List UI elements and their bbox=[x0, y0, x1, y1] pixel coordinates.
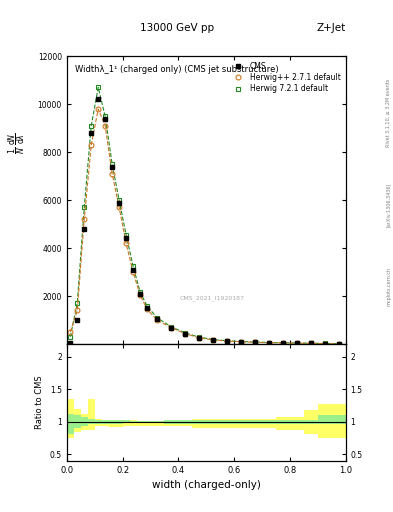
CMS bbox=[253, 339, 257, 345]
CMS bbox=[89, 130, 94, 136]
Text: Z+Jet: Z+Jet bbox=[317, 23, 346, 33]
Herwig 7.2.1 default bbox=[225, 338, 230, 344]
Herwig 7.2.1 default bbox=[211, 336, 216, 343]
Herwig 7.2.1 default bbox=[267, 339, 272, 346]
CMS bbox=[197, 335, 202, 341]
Herwig++ 2.7.1 default bbox=[239, 338, 244, 345]
Herwig 7.2.1 default bbox=[75, 300, 80, 306]
Herwig 7.2.1 default bbox=[295, 340, 299, 346]
Herwig 7.2.1 default bbox=[82, 204, 86, 210]
Herwig 7.2.1 default bbox=[183, 330, 188, 336]
CMS bbox=[96, 96, 101, 102]
Herwig++ 2.7.1 default bbox=[183, 331, 188, 337]
Herwig 7.2.1 default bbox=[124, 232, 129, 238]
Herwig 7.2.1 default bbox=[138, 289, 142, 295]
Herwig++ 2.7.1 default bbox=[197, 335, 202, 341]
Herwig++ 2.7.1 default bbox=[169, 325, 174, 331]
Herwig++ 2.7.1 default bbox=[295, 340, 299, 346]
CMS bbox=[281, 340, 285, 346]
Line: Herwig++ 2.7.1 default: Herwig++ 2.7.1 default bbox=[68, 106, 341, 346]
Text: $\frac{1}{N}\,\frac{\mathrm{d}N}{\mathrm{d}\lambda}$: $\frac{1}{N}\,\frac{\mathrm{d}N}{\mathrm… bbox=[7, 133, 28, 154]
Herwig++ 2.7.1 default bbox=[68, 329, 73, 335]
Herwig++ 2.7.1 default bbox=[110, 170, 114, 177]
CMS bbox=[138, 290, 142, 296]
CMS bbox=[103, 116, 108, 122]
X-axis label: width (charged-only): width (charged-only) bbox=[152, 480, 261, 490]
Herwig++ 2.7.1 default bbox=[267, 339, 272, 346]
Text: CMS_2021_I1920187: CMS_2021_I1920187 bbox=[180, 295, 244, 301]
Herwig++ 2.7.1 default bbox=[225, 338, 230, 344]
CMS bbox=[131, 267, 136, 273]
CMS bbox=[323, 340, 327, 347]
CMS bbox=[169, 325, 174, 331]
Text: Rivet 3.1.10, ≥ 3.2M events: Rivet 3.1.10, ≥ 3.2M events bbox=[386, 78, 391, 147]
Herwig 7.2.1 default bbox=[336, 340, 341, 347]
Herwig++ 2.7.1 default bbox=[96, 106, 101, 112]
Herwig 7.2.1 default bbox=[89, 123, 94, 129]
Text: Widthλ_1¹ (charged only) (CMS jet substructure): Widthλ_1¹ (charged only) (CMS jet substr… bbox=[75, 65, 279, 74]
Herwig++ 2.7.1 default bbox=[124, 240, 129, 246]
Herwig++ 2.7.1 default bbox=[211, 337, 216, 343]
CMS bbox=[336, 341, 341, 347]
Herwig++ 2.7.1 default bbox=[336, 340, 341, 347]
Herwig++ 2.7.1 default bbox=[138, 292, 142, 298]
Herwig 7.2.1 default bbox=[103, 113, 108, 119]
Herwig 7.2.1 default bbox=[110, 161, 114, 167]
Herwig++ 2.7.1 default bbox=[323, 340, 327, 347]
CMS bbox=[145, 305, 149, 311]
Text: [arXiv:1306.3436]: [arXiv:1306.3436] bbox=[386, 183, 391, 227]
CMS bbox=[295, 340, 299, 346]
CMS bbox=[82, 226, 86, 232]
CMS bbox=[124, 236, 129, 242]
Herwig 7.2.1 default bbox=[281, 339, 285, 346]
Herwig++ 2.7.1 default bbox=[103, 123, 108, 129]
CMS bbox=[211, 337, 216, 343]
CMS bbox=[117, 200, 121, 206]
Herwig 7.2.1 default bbox=[96, 84, 101, 91]
CMS bbox=[183, 331, 188, 337]
CMS bbox=[239, 338, 244, 345]
Herwig++ 2.7.1 default bbox=[155, 317, 160, 324]
Herwig 7.2.1 default bbox=[197, 334, 202, 340]
CMS bbox=[309, 340, 313, 346]
CMS bbox=[75, 317, 80, 323]
Herwig++ 2.7.1 default bbox=[75, 307, 80, 313]
Herwig 7.2.1 default bbox=[323, 340, 327, 347]
Y-axis label: Ratio to CMS: Ratio to CMS bbox=[35, 376, 44, 429]
Line: Herwig 7.2.1 default: Herwig 7.2.1 default bbox=[68, 85, 341, 346]
CMS bbox=[155, 316, 160, 322]
Herwig 7.2.1 default bbox=[131, 263, 136, 269]
Herwig 7.2.1 default bbox=[68, 334, 73, 340]
Herwig++ 2.7.1 default bbox=[281, 340, 285, 346]
Herwig++ 2.7.1 default bbox=[82, 216, 86, 222]
CMS bbox=[267, 339, 272, 346]
Herwig++ 2.7.1 default bbox=[117, 204, 121, 210]
CMS bbox=[68, 339, 73, 346]
Legend: CMS, Herwig++ 2.7.1 default, Herwig 7.2.1 default: CMS, Herwig++ 2.7.1 default, Herwig 7.2.… bbox=[228, 60, 342, 95]
Text: 13000 GeV pp: 13000 GeV pp bbox=[140, 23, 214, 33]
Herwig 7.2.1 default bbox=[117, 197, 121, 203]
Herwig 7.2.1 default bbox=[253, 339, 257, 345]
Herwig++ 2.7.1 default bbox=[145, 306, 149, 312]
Herwig 7.2.1 default bbox=[309, 340, 313, 346]
Herwig 7.2.1 default bbox=[169, 324, 174, 330]
Herwig 7.2.1 default bbox=[155, 315, 160, 321]
CMS bbox=[225, 338, 230, 344]
Herwig++ 2.7.1 default bbox=[131, 269, 136, 275]
CMS bbox=[110, 163, 114, 169]
Herwig 7.2.1 default bbox=[239, 338, 244, 345]
Text: mcplots.cern.ch: mcplots.cern.ch bbox=[386, 267, 391, 306]
Herwig++ 2.7.1 default bbox=[89, 142, 94, 148]
Line: CMS: CMS bbox=[68, 97, 341, 346]
Herwig++ 2.7.1 default bbox=[253, 339, 257, 345]
Herwig 7.2.1 default bbox=[145, 303, 149, 309]
Herwig++ 2.7.1 default bbox=[309, 340, 313, 347]
